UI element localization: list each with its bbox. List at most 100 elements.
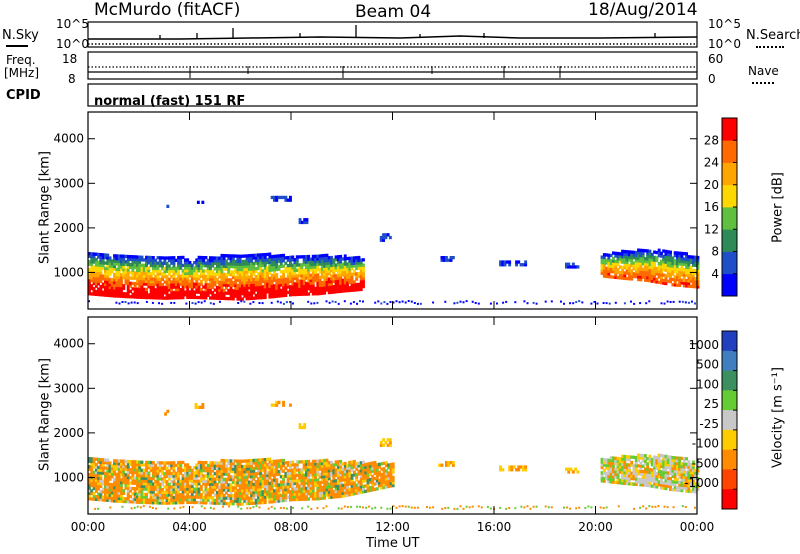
heatmap-cell [630,263,634,268]
heatmap-cell [149,293,153,297]
heatmap-cell [99,482,103,486]
heatmap-cell [680,273,684,277]
heatmap-cell [145,498,148,502]
heatmap-cell [213,293,217,298]
heatmap-cell [215,267,219,271]
heatmap-cell [156,266,160,271]
heatmap-cell [664,470,668,475]
heatmap-cell [241,273,244,277]
heatmap-cell [204,485,208,489]
heatmap-cell [245,283,249,287]
heatmap-cell [547,506,550,509]
heatmap-cell [673,275,677,279]
heatmap-cell [213,280,217,284]
heatmap-cell [211,477,215,481]
heatmap-cell [339,270,343,275]
heatmap-cell [174,258,178,262]
heatmap-cell [678,480,682,484]
heatmap-cell [108,291,112,295]
heatmap-cell [165,277,169,281]
heatmap-cell [300,268,304,272]
heatmap-cell [307,271,311,275]
heatmap-cell [380,462,384,466]
heatmap-cell [92,255,96,259]
heatmap-cell [289,274,292,278]
heatmap-cell [126,465,130,469]
heatmap-cell [195,471,199,475]
heatmap-cell [199,474,203,478]
heatmap-cell [621,276,624,280]
heatmap-cell [120,478,123,482]
heatmap-cell [334,287,338,291]
heatmap-cell [334,263,338,267]
heatmap-cell [691,271,695,275]
heatmap-cell [628,482,631,486]
heatmap-cell [291,271,295,275]
heatmap-cell [521,263,525,267]
heatmap-cell [653,261,656,265]
heatmap-cell [177,258,180,262]
heatmap-cell [379,238,383,242]
heatmap-cell [503,260,507,264]
heatmap-cell [323,480,327,484]
heatmap-cell [129,263,132,267]
heatmap-cell [195,295,199,300]
heatmap-cell [517,468,521,472]
heatmap-cell [671,469,675,473]
heatmap-cell [323,493,327,497]
heatmap-cell [252,461,256,465]
heatmap-cell [231,281,235,285]
heatmap-cell [305,271,308,275]
heatmap-cell [336,484,340,488]
heatmap-cell [211,469,215,473]
heatmap-cell [348,264,352,268]
heatmap-cell [694,282,698,286]
heatmap-cell [138,268,142,273]
heatmap-cell [578,506,581,509]
heatmap-cell [302,481,306,485]
heatmap-cell [616,478,620,482]
heatmap-cell [295,492,299,496]
heatmap-cell [320,275,324,279]
heatmap-cell [371,466,375,471]
heatmap-cell [639,272,643,276]
heatmap-cell [108,474,112,479]
heatmap-cell [155,507,157,510]
heatmap-cell [94,487,98,491]
heatmap-cell [678,283,682,287]
heatmap-cell [323,469,327,473]
heatmap-cell [630,463,634,467]
heatmap-cell [336,481,340,485]
heatmap-cell [213,472,217,476]
heatmap-cell [416,506,419,509]
beam-title: Beam 04 [355,2,432,22]
heatmap-cell [88,494,91,498]
heatmap-cell [209,501,212,505]
heatmap-cell [126,265,130,269]
heatmap-cell [245,464,249,468]
colorbar-tick-label: 28 [704,133,719,147]
heatmap-cell [254,259,258,263]
heatmap-cell [625,260,629,265]
heatmap-cell [257,498,260,502]
heatmap-cell [231,502,235,506]
heatmap-cell [316,262,320,266]
heatmap-cell [177,296,180,300]
cpid-label: CPID [6,88,41,103]
heatmap-cell [614,270,618,274]
heatmap-cell [279,283,283,287]
heatmap-cell [238,491,242,495]
heatmap-cell [298,495,301,499]
heatmap-cell [181,274,185,278]
heatmap-cell [156,466,160,470]
heatmap-cell [339,462,343,466]
heatmap-cell [289,301,291,303]
heatmap-cell [451,463,455,467]
heatmap-cell [660,302,663,305]
heatmap-cell [316,467,320,471]
heatmap-cell [289,258,292,262]
heatmap-cell [99,468,103,472]
heatmap-cell [218,474,222,479]
heatmap-cell [94,290,98,294]
heatmap-cell [186,287,190,291]
